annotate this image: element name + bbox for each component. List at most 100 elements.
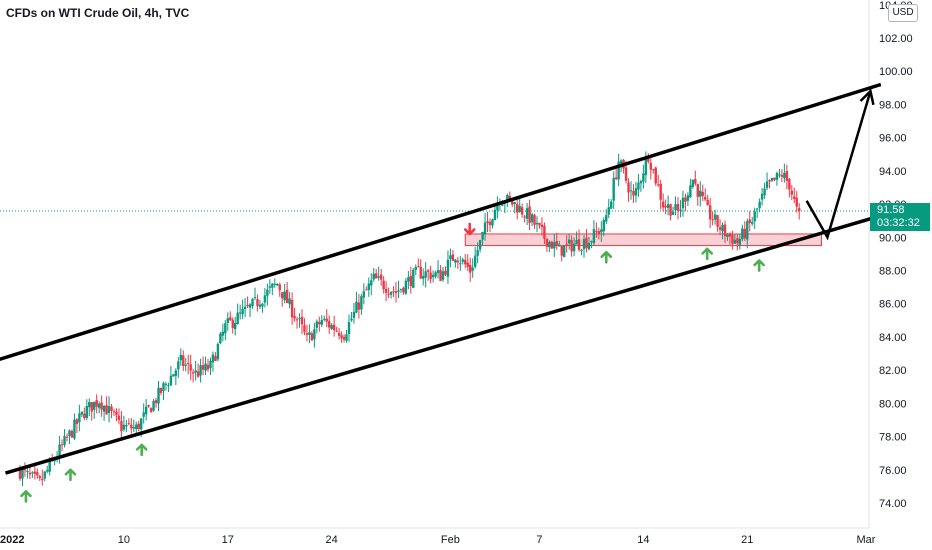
candle-body [46, 469, 49, 472]
candle-body [248, 304, 252, 308]
candle-body [85, 406, 88, 419]
candle-body [758, 201, 761, 209]
candle-body [293, 315, 296, 319]
candle-body [426, 270, 430, 272]
candle-body [706, 199, 709, 206]
candle-body [795, 197, 798, 207]
candle-body [157, 387, 160, 404]
candle-body [694, 178, 697, 184]
up-arrow-marker-icon[interactable] [64, 468, 77, 482]
candle-body [313, 329, 316, 340]
support-zone[interactable] [464, 233, 822, 247]
up-arrow-marker-icon[interactable] [753, 259, 765, 272]
candle-body [236, 312, 239, 325]
candle-body [708, 205, 712, 220]
candle-body [565, 243, 568, 245]
candle-body [285, 289, 289, 303]
candle-body [323, 318, 326, 320]
candle-body [251, 298, 254, 307]
x-tick-label: 2022 [0, 534, 24, 546]
candle-body [184, 364, 187, 366]
candle-body [595, 231, 598, 233]
candle-body [602, 220, 605, 232]
candle-body [533, 215, 536, 225]
candle-body [632, 191, 635, 196]
up-arrow-marker-icon[interactable] [20, 490, 32, 503]
candle-body [281, 292, 284, 299]
candle-body [629, 190, 633, 192]
candle-body [352, 311, 356, 318]
candle-body [117, 415, 121, 421]
candle-body [535, 222, 539, 225]
candle-body [637, 182, 640, 190]
candle-body [614, 177, 618, 179]
channel-upper-line[interactable] [0, 82, 882, 367]
candle-body [726, 234, 729, 237]
candle-body [456, 260, 460, 263]
candle-body [345, 334, 348, 341]
candle-body [654, 167, 657, 184]
candle-body [159, 388, 163, 393]
x-tick-label: 24 [326, 534, 338, 546]
candle-body [127, 423, 131, 425]
candle-body [506, 194, 509, 203]
candle-body [676, 203, 680, 212]
candle-body [65, 436, 69, 438]
candle-body [300, 316, 304, 325]
candle-body [320, 320, 323, 325]
candle-body [189, 364, 192, 371]
candle-body [617, 161, 620, 180]
candle-body [704, 197, 707, 200]
candle-body [238, 312, 242, 314]
candle-body [375, 273, 378, 279]
y-tick-label: 86.00 [879, 299, 907, 311]
candle-body [545, 238, 549, 247]
candle-body [689, 185, 692, 198]
candle-body [23, 469, 27, 471]
candle-body [308, 332, 311, 335]
up-arrow-marker-icon-shape [135, 443, 148, 457]
candle-body [105, 405, 108, 415]
channel-lower-line[interactable] [4, 214, 882, 475]
candle-body [214, 356, 217, 361]
candle-body [140, 418, 143, 430]
candle-body [211, 354, 215, 363]
candle-body [422, 276, 425, 279]
chart-title: CFDs on WTI Crude Oil, 4h, TVC [6, 6, 190, 20]
candle-body [53, 460, 56, 462]
down-arrow-marker-icon-shape [463, 222, 476, 236]
candle-body [305, 333, 309, 335]
candle-body [751, 221, 754, 224]
candle-body [488, 221, 492, 226]
candle-body [182, 355, 185, 367]
candle-body [661, 201, 665, 208]
y-tick-label: 98.00 [879, 99, 907, 111]
up-arrow-marker-icon[interactable] [701, 247, 713, 261]
candle-body [664, 205, 667, 208]
candle-body [177, 361, 180, 370]
candle-body [409, 275, 413, 287]
projection-path[interactable] [805, 90, 872, 241]
candle-body [486, 221, 489, 224]
candle-body [736, 238, 739, 244]
candle-body [459, 263, 462, 265]
candle-body [543, 225, 546, 239]
candle-body [261, 303, 264, 307]
y-tick-label: 94.00 [879, 166, 907, 178]
currency-button[interactable]: USD [888, 4, 918, 22]
candle-body [310, 333, 314, 341]
candle-body [125, 424, 128, 427]
candle-body [276, 283, 279, 286]
up-arrow-marker-icon[interactable] [600, 250, 613, 264]
up-arrow-marker-icon[interactable] [135, 443, 148, 457]
candle-body [619, 160, 623, 164]
up-arrow-marker-icon-shape [600, 250, 613, 264]
candle-body [97, 403, 101, 408]
candle-body [18, 468, 22, 479]
down-arrow-marker-icon[interactable] [463, 222, 476, 236]
candle-body [548, 241, 551, 248]
candle-body [370, 280, 373, 286]
candle-body [93, 401, 96, 410]
candle-body [360, 296, 363, 310]
